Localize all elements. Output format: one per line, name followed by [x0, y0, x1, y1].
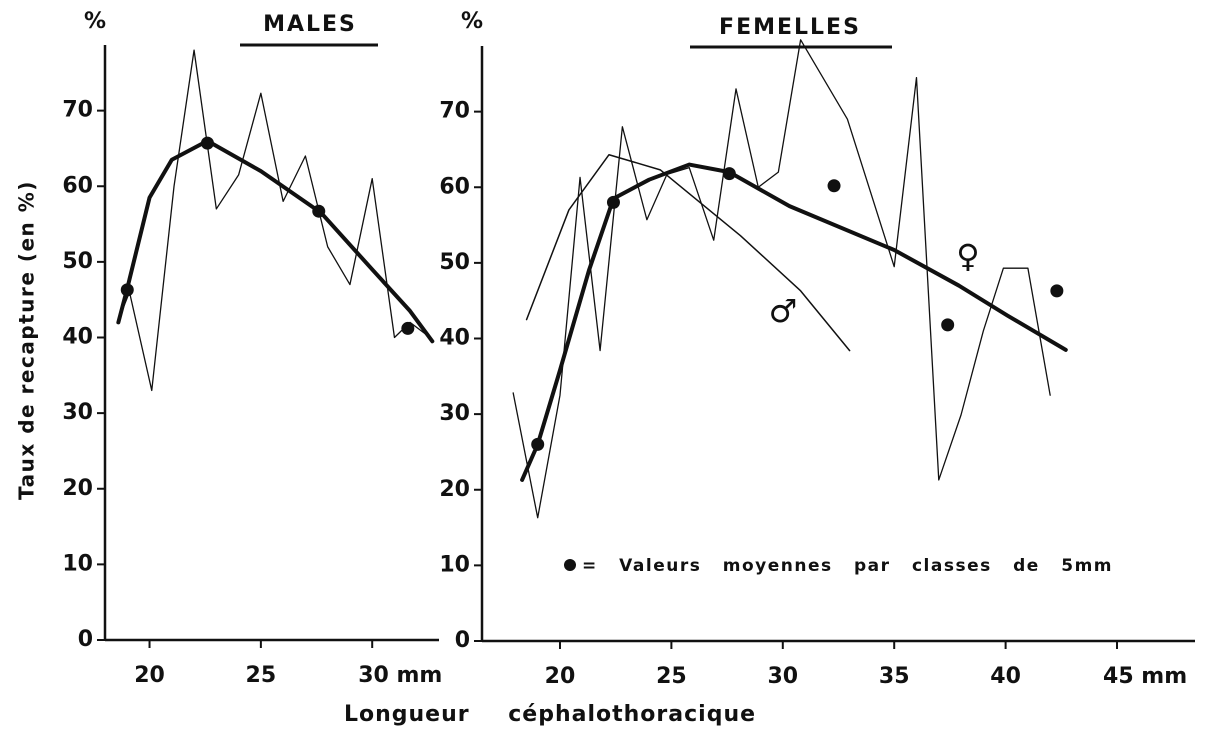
y-tick-label: 30	[439, 401, 470, 426]
mean-dot	[120, 283, 134, 297]
x-axis-label: Longueur céphalothoracique	[344, 702, 756, 727]
y-tick-label: 40	[439, 326, 470, 351]
mean-dot	[200, 136, 214, 150]
x-tick-label: 30 mm	[358, 663, 442, 688]
legend-note: = Valeurs moyennes par classes de 5mm	[582, 556, 1113, 576]
mean-dot	[941, 318, 955, 332]
data-line	[512, 39, 1051, 519]
chart-title: MALES	[263, 12, 357, 37]
x-tick-label: 25	[656, 664, 687, 689]
y-tick-label: 40	[62, 325, 93, 350]
y-tick-label: 10	[439, 552, 470, 577]
series-symbol: ♀	[956, 237, 979, 275]
fit-curve	[520, 162, 1068, 482]
x-tick-label: 20	[134, 663, 165, 688]
mean-dot	[606, 195, 620, 209]
mean-dot	[827, 179, 841, 193]
y-tick-label: 70	[62, 98, 93, 123]
y-tick-label: 0	[78, 627, 93, 652]
mean-dot	[312, 204, 326, 218]
y-tick-label: 50	[439, 250, 470, 275]
y-tick-label: 20	[62, 476, 93, 501]
y-tick-label: 10	[62, 551, 93, 576]
y-tick-label: 70	[439, 99, 470, 124]
y-tick-label: 60	[439, 174, 470, 199]
chart-title: FEMELLES	[719, 15, 861, 40]
x-tick-label: 30	[767, 664, 798, 689]
y-tick-label: 20	[439, 477, 470, 502]
y-tick-label: 0	[455, 628, 470, 653]
x-tick-label: 25	[246, 663, 277, 688]
y-unit: %	[84, 9, 106, 34]
mean-dot	[531, 437, 545, 451]
y-tick-label: 50	[62, 249, 93, 274]
fit-curve	[116, 138, 435, 344]
series-symbol: ♂	[769, 292, 798, 330]
y-tick-label: 30	[62, 400, 93, 425]
y-axis-label: Taux de recapture (en %)	[15, 180, 39, 500]
y-unit: %	[461, 9, 483, 34]
mean-dot	[1050, 284, 1064, 298]
mean-dot	[401, 321, 415, 335]
x-tick-label: 40	[990, 664, 1021, 689]
fit-curve	[525, 153, 851, 352]
y-tick-label: 60	[62, 173, 93, 198]
mean-dot	[722, 167, 736, 181]
x-tick-label: 45 mm	[1103, 664, 1187, 689]
data-line	[117, 49, 431, 392]
x-tick-label: 35	[879, 664, 910, 689]
legend-dot	[564, 559, 576, 571]
x-tick-label: 20	[545, 664, 576, 689]
